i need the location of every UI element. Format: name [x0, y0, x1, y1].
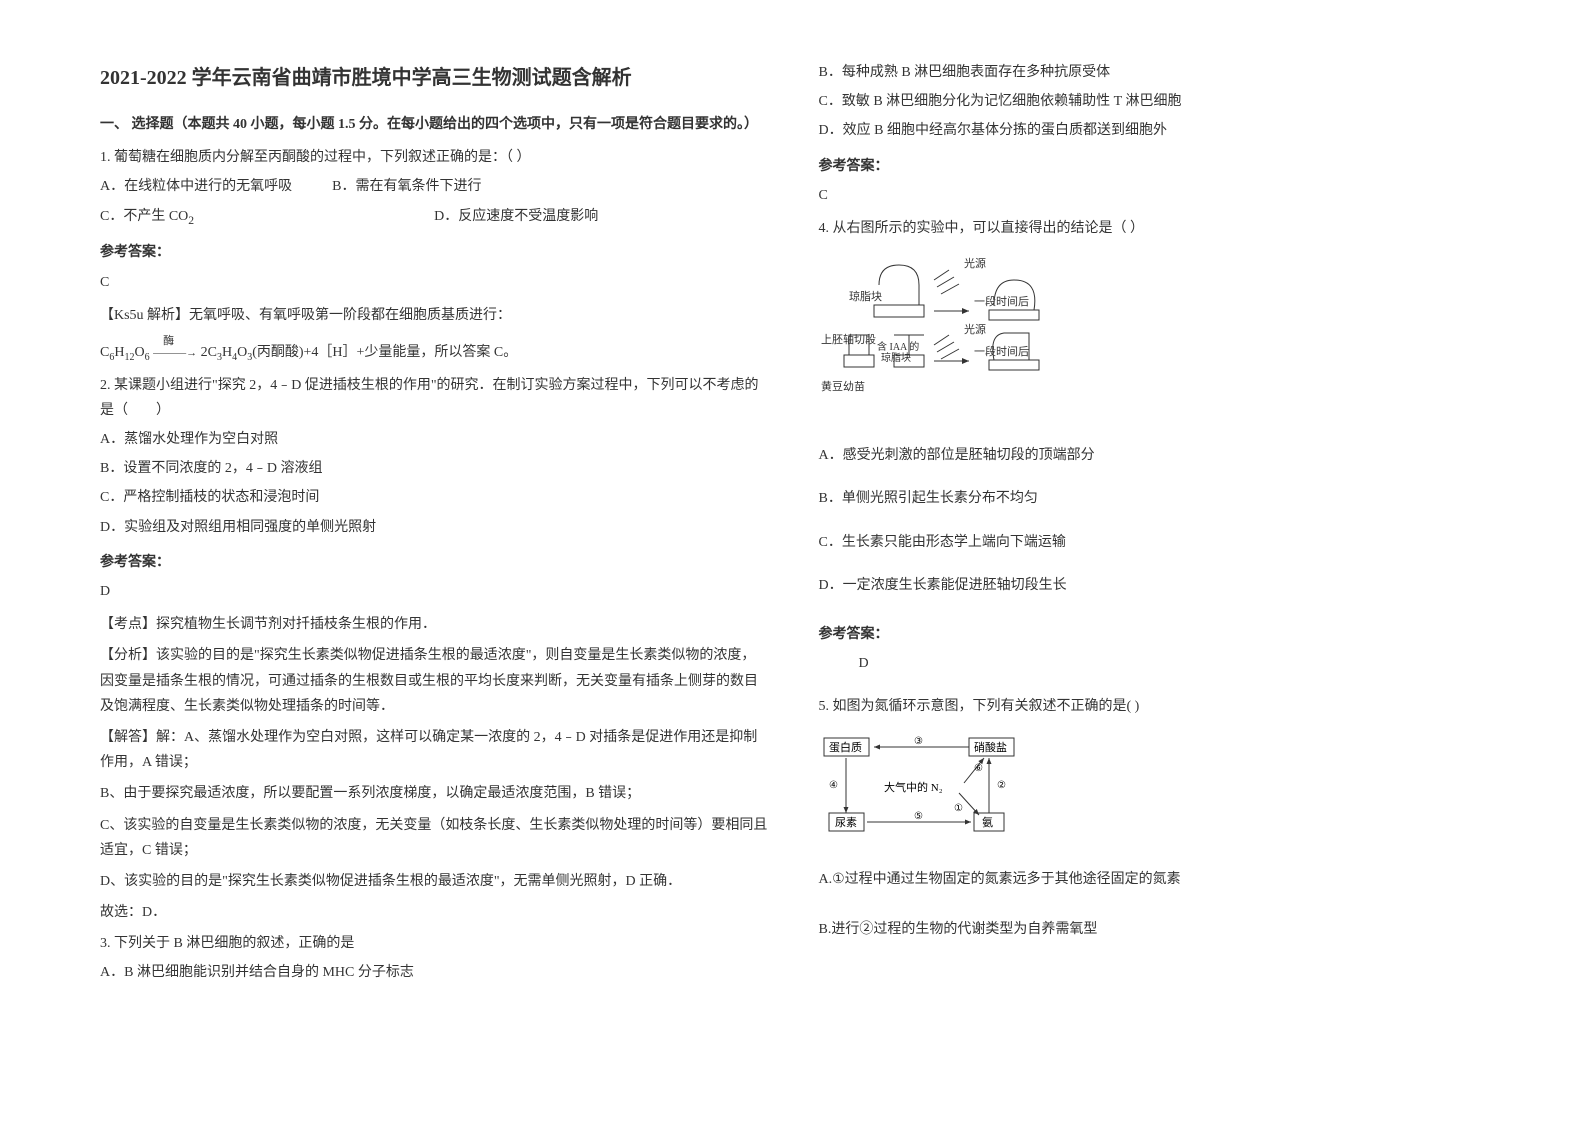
- arrow-icon: 酶 ———→: [153, 344, 197, 364]
- q3-optA: A．B 淋巴细胞能识别并结合自身的 MHC 分子标志: [100, 960, 769, 985]
- lbl5: ⑤: [914, 811, 923, 822]
- q4-answer-label: 参考答案：: [819, 622, 1488, 647]
- q2-analysis4: B、由于要探究最适浓度，所以要配置一系列浓度梯度，以确定最适浓度范围，B 错误；: [100, 781, 769, 806]
- q2-optB: B．设置不同浓度的 2，4﹣D 溶液组: [100, 456, 769, 481]
- q1-answer: C: [100, 270, 769, 295]
- q2-analysis3: 【解答】解：A、蒸馏水处理作为空白对照，这样可以确定某一浓度的 2，4﹣D 对插…: [100, 725, 769, 775]
- left-column: 2021-2022 学年云南省曲靖市胜境中学高三生物测试题含解析 一、 选择题（…: [100, 60, 769, 1062]
- q4-options: A．感受光刺激的部位是胚轴切段的顶端部分 B．单侧光照引起生长素分布不均匀 C．…: [819, 425, 1488, 616]
- q1-answer-label: 参考答案：: [100, 240, 769, 265]
- after-label-2: 一段时间后: [974, 344, 1029, 358]
- q2-answer-label: 参考答案：: [100, 550, 769, 575]
- n-urea: 尿素: [835, 816, 857, 829]
- cut-label: 上胚轴切段: [821, 332, 876, 346]
- q5-diagram: 蛋白质 硝酸盐 大气中的 N₂ 氨 尿素 ③ ⑥ ② ① ④ ⑤: [819, 733, 1488, 843]
- q3-answer: C: [819, 183, 1488, 208]
- q3-stem: 3. 下列关于 B 淋巴细胞的叙述，正确的是: [100, 931, 769, 956]
- q1-optB: B．需在有氧条件下进行: [332, 174, 481, 199]
- light-label-1: 光源: [964, 256, 986, 270]
- n-nitrate: 硝酸盐: [974, 740, 1007, 754]
- q4-optB: B．单侧光照引起生长素分布不均匀: [819, 486, 1488, 511]
- lbl4: ④: [829, 780, 838, 791]
- lbl1: ①: [954, 803, 963, 814]
- light-label-2: 光源: [964, 322, 986, 336]
- lbl2: ②: [997, 780, 1006, 791]
- q4-stem: 4. 从右图所示的实验中，可以直接得出的结论是（ ）: [819, 216, 1488, 241]
- q3-optD: D．效应 B 细胞中经高尔基体分拣的蛋白质都送到细胞外: [819, 118, 1488, 143]
- q4-diagram: 光源 琼脂块 一段时间后 上胚轴切段 含 IAA 的 琼脂块 光源 一段时间后 …: [819, 255, 1488, 415]
- lbl6: ⑥: [974, 763, 983, 774]
- q1-row1: A．在线粒体中进行的无氧呼吸 B．需在有氧条件下进行: [100, 174, 769, 199]
- q1-optA: A．在线粒体中进行的无氧呼吸: [100, 174, 292, 199]
- q2-analysis6: D、该实验的目的是"探究生长素类似物促进插条生根的最适浓度"，无需单侧光照射，D…: [100, 869, 769, 894]
- iaa-label-1: 含 IAA 的: [877, 340, 919, 353]
- q4-optC: C．生长素只能由形态学上端向下端运输: [819, 530, 1488, 555]
- q2-stem: 2. 某课题小组进行"探究 2，4﹣D 促进插枝生根的作用"的研究．在制订实验方…: [100, 373, 769, 423]
- q3-optC: C．致敏 B 淋巴细胞分化为记忆细胞依赖辅助性 T 淋巴细胞: [819, 89, 1488, 114]
- n-protein: 蛋白质: [829, 740, 862, 754]
- q1-optD: D．反应速度不受温度影响: [434, 204, 598, 231]
- q1-optC: C．不产生 CO2: [100, 204, 194, 231]
- section-header: 一、 选择题（本题共 40 小题，每小题 1.5 分。在每小题给出的四个选项中，…: [100, 112, 769, 137]
- after-label-1: 一段时间后: [974, 294, 1029, 308]
- q1-formula: C6H12O6 酶 ———→ 2C3H4O3(丙酮酸)+4［H］+少量能量，所以…: [100, 340, 769, 367]
- q1-analysis1: 【Ks5u 解析】无氧呼吸、有氧呼吸第一阶段都在细胞质基质进行：: [100, 303, 769, 328]
- q4-optA: A．感受光刺激的部位是胚轴切段的顶端部分: [819, 443, 1488, 468]
- seedling-label: 黄豆幼苗: [821, 379, 865, 393]
- right-column: B．每种成熟 B 淋巴细胞表面存在多种抗原受体 C．致敏 B 淋巴细胞分化为记忆…: [819, 60, 1488, 1062]
- q4-answer: D: [859, 651, 1488, 676]
- q5-optA: A.①过程中通过生物固定的氮素远多于其他途径固定的氮素: [819, 867, 1488, 892]
- n-ammonia: 氨: [982, 816, 993, 829]
- q1-stem: 1. 葡萄糖在细胞质内分解至丙酮酸的过程中，下列叙述正确的是：（ ）: [100, 145, 769, 170]
- q4-optD: D．一定浓度生长素能促进胚轴切段生长: [819, 573, 1488, 598]
- q2-optD: D．实验组及对照组用相同强度的单侧光照射: [100, 515, 769, 540]
- q2-analysis7: 故选：D．: [100, 900, 769, 925]
- q2-optA: A．蒸馏水处理作为空白对照: [100, 427, 769, 452]
- q5-stem: 5. 如图为氮循环示意图，下列有关叙述不正确的是( ): [819, 694, 1488, 719]
- q5-optB: B.进行②过程的生物的代谢类型为自养需氧型: [819, 917, 1488, 942]
- doc-title: 2021-2022 学年云南省曲靖市胜境中学高三生物测试题含解析: [100, 60, 769, 96]
- n-n2: 大气中的 N₂: [884, 780, 943, 794]
- q2-optC: C．严格控制插枝的状态和浸泡时间: [100, 485, 769, 510]
- q3-optB: B．每种成熟 B 淋巴细胞表面存在多种抗原受体: [819, 60, 1488, 85]
- q1-row2: C．不产生 CO2 D．反应速度不受温度影响: [100, 204, 769, 231]
- q2-answer: D: [100, 579, 769, 604]
- q2-analysis1: 【考点】探究植物生长调节剂对扦插枝条生根的作用．: [100, 612, 769, 637]
- q2-analysis5: C、该实验的自变量是生长素类似物的浓度，无关变量（如枝条长度、生长素类似物处理的…: [100, 813, 769, 863]
- q3-answer-label: 参考答案：: [819, 154, 1488, 179]
- agar-label-1: 琼脂块: [849, 289, 882, 303]
- iaa-label-2: 琼脂块: [881, 351, 911, 364]
- q2-analysis2: 【分析】该实验的目的是"探究生长素类似物促进插条生根的最适浓度"，则自变量是生长…: [100, 643, 769, 719]
- lbl3: ③: [914, 736, 923, 747]
